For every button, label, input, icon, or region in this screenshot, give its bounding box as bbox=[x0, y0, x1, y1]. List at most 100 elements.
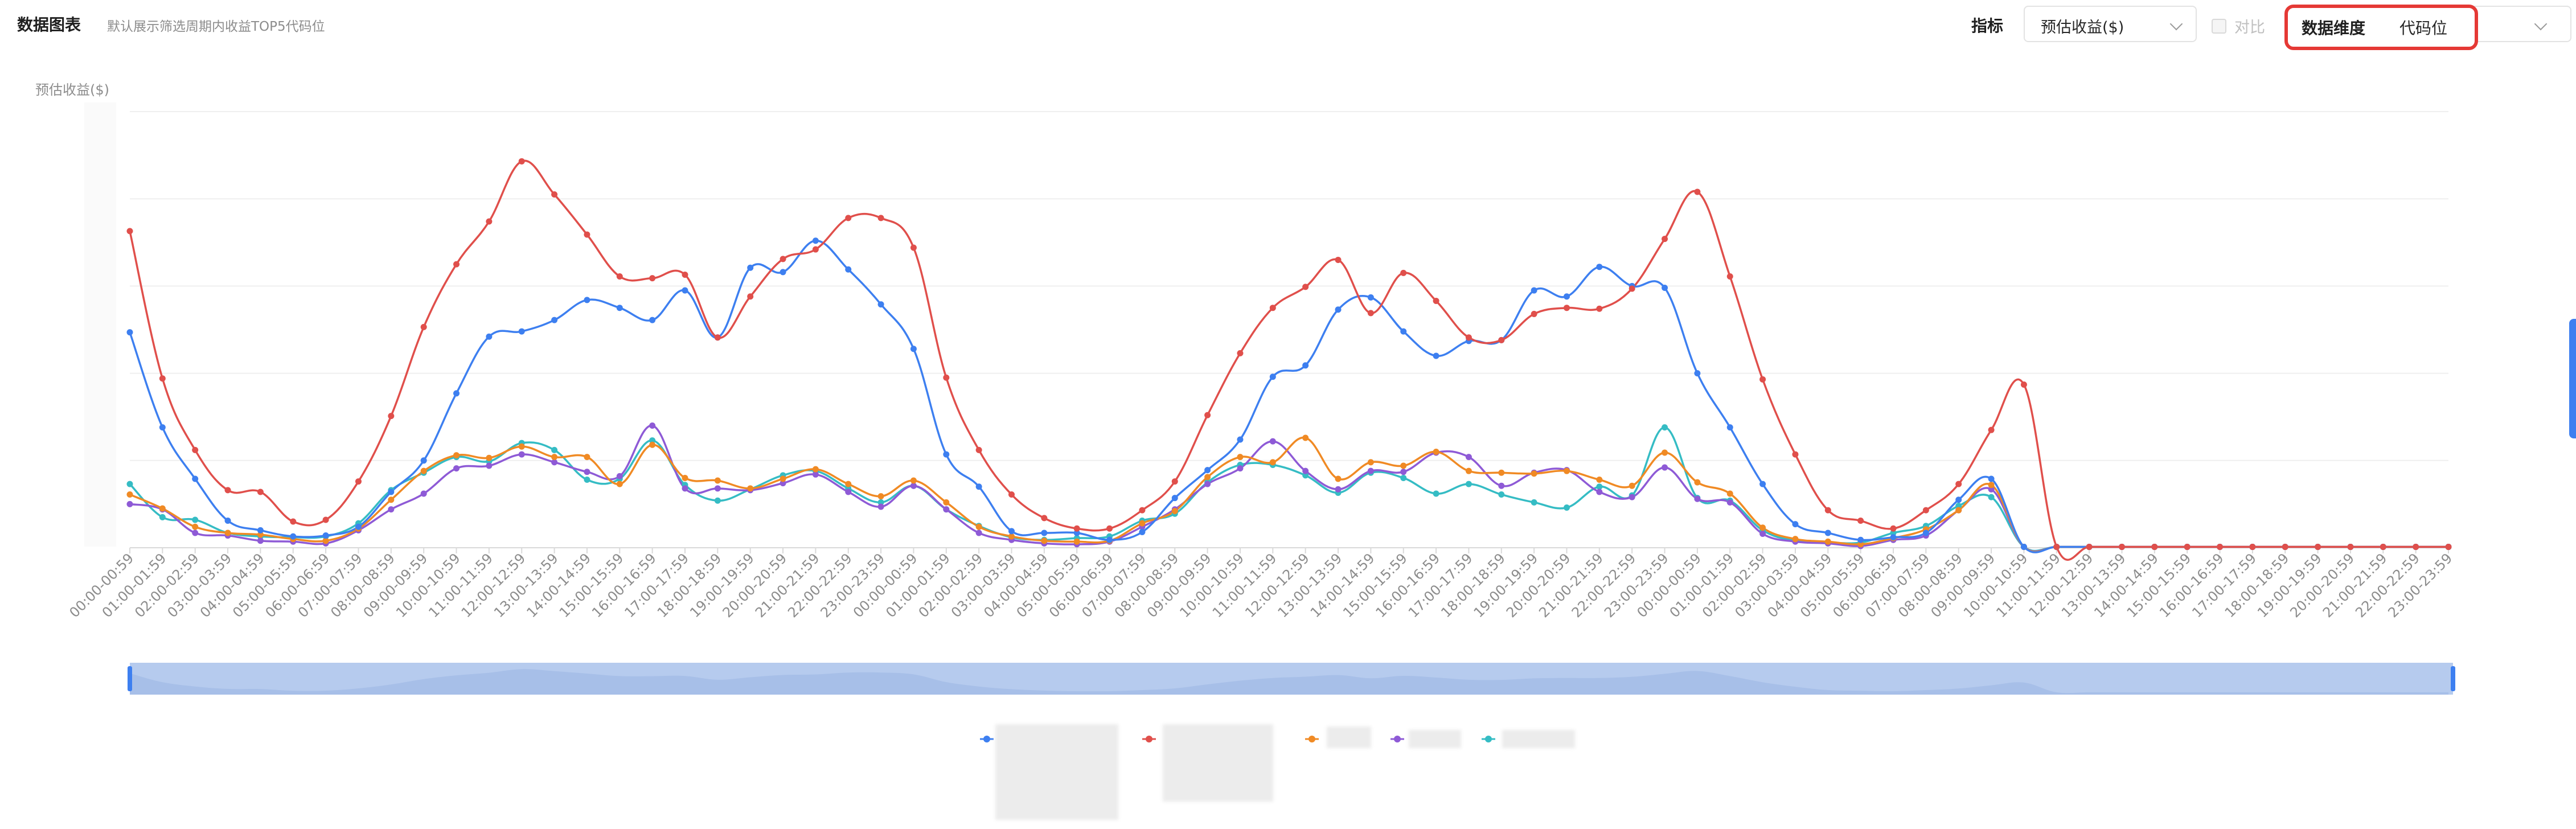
data-point bbox=[355, 523, 362, 530]
data-point bbox=[486, 454, 493, 461]
dimension-label: 数据维度 bbox=[2302, 19, 2366, 38]
data-point bbox=[1922, 507, 1929, 514]
data-point bbox=[1073, 530, 1080, 536]
data-point bbox=[910, 477, 917, 484]
data-point bbox=[812, 246, 819, 253]
data-point bbox=[1531, 310, 1537, 317]
data-point bbox=[1531, 499, 1537, 506]
data-point bbox=[192, 523, 199, 530]
data-point bbox=[159, 424, 166, 431]
data-point bbox=[2282, 543, 2288, 550]
data-point bbox=[877, 499, 884, 506]
data-point bbox=[1988, 486, 1995, 493]
data-point bbox=[1237, 350, 1244, 356]
data-point bbox=[2249, 543, 2256, 550]
data-point bbox=[2020, 381, 2027, 388]
data-point bbox=[649, 275, 656, 282]
data-point bbox=[584, 297, 590, 303]
data-point bbox=[1106, 536, 1113, 543]
data-point bbox=[1890, 534, 1897, 541]
data-point bbox=[1498, 469, 1505, 476]
data-point bbox=[584, 469, 590, 475]
data-point bbox=[1400, 328, 1407, 335]
data-point bbox=[780, 269, 786, 276]
data-point bbox=[682, 287, 688, 294]
data-point bbox=[1563, 467, 1570, 474]
data-point bbox=[1433, 448, 1439, 455]
data-point bbox=[1596, 264, 1603, 270]
data-point bbox=[1662, 236, 1668, 243]
data-point bbox=[551, 446, 558, 453]
data-point bbox=[1792, 521, 1799, 528]
data-point bbox=[1269, 305, 1276, 311]
data-point bbox=[1367, 467, 1374, 474]
data-point bbox=[453, 465, 460, 472]
data-point bbox=[1008, 533, 1015, 540]
data-point bbox=[1824, 530, 1831, 536]
legend-marker-3 bbox=[1308, 736, 1315, 742]
checkbox-box[interactable] bbox=[2212, 18, 2226, 34]
data-point bbox=[649, 441, 656, 448]
data-point bbox=[682, 474, 688, 481]
data-point bbox=[2086, 543, 2093, 550]
legend-marker-2 bbox=[1146, 736, 1152, 742]
data-point bbox=[1367, 310, 1374, 317]
side-panel-handle[interactable] bbox=[2569, 319, 2576, 438]
data-point bbox=[975, 530, 982, 536]
data-point bbox=[1269, 374, 1276, 380]
compare-checkbox[interactable]: 对比 bbox=[2212, 15, 2265, 37]
series-line-2 bbox=[129, 159, 2448, 561]
data-point bbox=[616, 473, 623, 479]
data-point bbox=[1465, 481, 1472, 487]
data-point bbox=[1171, 508, 1178, 515]
data-point bbox=[322, 532, 329, 539]
data-point bbox=[322, 516, 329, 523]
data-point bbox=[2184, 543, 2191, 550]
data-point bbox=[1237, 454, 1244, 461]
metric-label: 指标 bbox=[1971, 17, 2004, 35]
data-point bbox=[1041, 515, 1048, 522]
data-point bbox=[257, 527, 264, 533]
data-point bbox=[1563, 504, 1570, 511]
data-point bbox=[943, 506, 950, 513]
data-point bbox=[1204, 474, 1211, 481]
data-point bbox=[2413, 543, 2419, 550]
data-point bbox=[322, 537, 329, 544]
data-point bbox=[1302, 472, 1309, 479]
metric-select[interactable]: 预估收益($) bbox=[2024, 6, 2197, 42]
data-point bbox=[780, 256, 786, 262]
data-point bbox=[1694, 495, 1701, 502]
data-point bbox=[1890, 530, 1897, 536]
data-point bbox=[1204, 412, 1211, 418]
data-point bbox=[812, 466, 819, 473]
data-point bbox=[1465, 454, 1472, 461]
data-point bbox=[1596, 489, 1603, 495]
data-point bbox=[1629, 494, 1635, 500]
zoom-data-shadow bbox=[130, 669, 2448, 695]
series-line-4 bbox=[129, 424, 2448, 553]
data-point bbox=[518, 158, 525, 165]
data-point bbox=[1922, 530, 1929, 536]
data-point bbox=[1726, 499, 1733, 506]
data-point bbox=[1139, 507, 1146, 514]
data-point bbox=[1335, 256, 1342, 263]
dimension-select[interactable] bbox=[2466, 6, 2571, 42]
data-point bbox=[1433, 352, 1439, 359]
data-point bbox=[1759, 481, 1766, 487]
data-point bbox=[780, 475, 786, 482]
data-point bbox=[910, 346, 917, 352]
data-point bbox=[1955, 502, 1962, 509]
data-point bbox=[551, 454, 558, 461]
y-axis-title: 预估收益($) bbox=[35, 82, 109, 98]
data-point bbox=[1857, 541, 1864, 548]
data-point bbox=[649, 422, 656, 429]
data-point bbox=[1073, 538, 1080, 545]
data-point bbox=[1302, 284, 1309, 290]
data-point bbox=[845, 481, 852, 487]
data-point bbox=[1335, 306, 1342, 313]
data-point bbox=[584, 231, 590, 238]
data-point bbox=[747, 293, 754, 300]
data-point bbox=[1563, 293, 1570, 300]
data-point bbox=[1204, 467, 1211, 474]
dimension-select-value[interactable]: 代码位 bbox=[2399, 19, 2448, 38]
